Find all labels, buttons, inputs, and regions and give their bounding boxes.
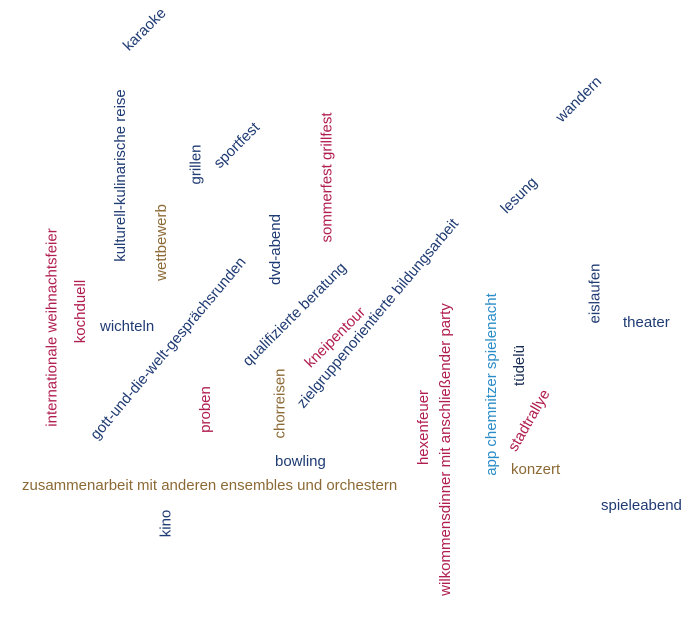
word-wandern: wandern bbox=[552, 73, 606, 126]
word-kino: kino bbox=[157, 509, 175, 538]
word-eislaufen: eislaufen bbox=[586, 263, 604, 324]
word-konzert: konzert bbox=[511, 461, 561, 478]
word-proben: proben bbox=[196, 386, 214, 433]
word-wilkommensdinner: wilkommensdinner mit anschließender part… bbox=[436, 303, 454, 596]
word-bowling: bowling bbox=[275, 453, 326, 470]
word-wichteln: wichteln bbox=[100, 318, 155, 335]
word-app-chemnitzer-spielenacht: app chemnitzer spielenacht bbox=[482, 293, 500, 476]
word-karaoke: karaoke bbox=[119, 4, 170, 55]
word-tuedelue: tüdelü bbox=[510, 345, 528, 386]
word-dvd-abend: dvd-abend bbox=[266, 214, 284, 285]
word-theater: theater bbox=[623, 314, 670, 331]
word-chorreisen: chorreisen bbox=[271, 368, 289, 439]
word-stadtrallye: stadtrallye bbox=[504, 386, 554, 455]
word-grillen: grillen bbox=[187, 144, 205, 185]
word-hexenfeuer: hexenfeuer bbox=[415, 389, 433, 466]
word-internationale-weihnachtsfeier: internationale weihnachtsfeier bbox=[43, 228, 61, 427]
word-zusammenarbeit: zusammenarbeit mit anderen ensembles und… bbox=[22, 477, 398, 494]
word-lesung: lesung bbox=[497, 173, 541, 218]
word-gott-und-die-welt: gott-und-die-welt-gesprächsrunden bbox=[87, 253, 250, 444]
word-wettbewerb: wettbewerb bbox=[152, 204, 170, 281]
word-sportfest: sportfest bbox=[210, 119, 264, 172]
word-sommerfest-grillfest: sommerfest grillfest bbox=[318, 112, 336, 243]
word-kochduell: kochduell bbox=[72, 279, 90, 344]
word-kulturell-kulinarische-reise: kulturell-kulinarische reise bbox=[111, 89, 129, 262]
word-spieleabend: spieleabend bbox=[601, 497, 682, 514]
